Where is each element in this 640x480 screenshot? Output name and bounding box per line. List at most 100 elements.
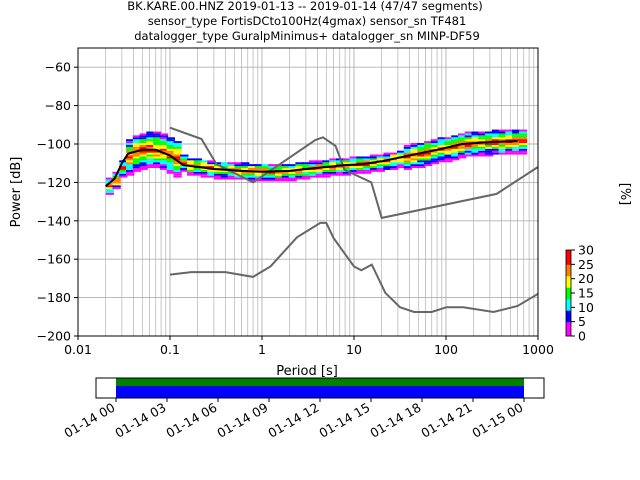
heatmap-cell	[275, 168, 284, 170]
heatmap-cell	[464, 148, 473, 151]
heatmap-cell	[200, 171, 209, 174]
heatmap-cell	[505, 139, 514, 142]
heatmap-cell	[410, 160, 419, 163]
heatmap-cell	[186, 169, 196, 172]
heatmap-cell	[227, 168, 236, 170]
heatmap-cell	[275, 177, 284, 180]
heatmap-cell	[315, 162, 324, 165]
colorbar-segment	[566, 261, 571, 265]
heatmap-cell	[451, 150, 460, 153]
heatmap-cell	[403, 156, 413, 159]
heatmap-cell	[322, 162, 331, 165]
heatmap-cell	[498, 150, 507, 153]
heatmap-cell	[268, 173, 277, 176]
heatmap-cell	[288, 175, 297, 178]
heatmap-cell	[308, 164, 318, 167]
heatmap-cell	[281, 164, 291, 167]
heatmap-cell	[139, 160, 148, 163]
heatmap-cell	[444, 158, 453, 161]
heatmap-cell	[390, 164, 399, 167]
heatmap-cell	[349, 162, 358, 165]
heatmap-cell	[261, 177, 270, 180]
heatmap-cell	[329, 171, 338, 174]
heatmap-cell	[444, 139, 453, 142]
heatmap-cell	[444, 154, 453, 157]
heatmap-cell	[485, 135, 494, 138]
heatmap-cell	[173, 156, 182, 159]
heatmap-cell	[166, 158, 175, 161]
heatmap-cell	[512, 133, 521, 136]
heatmap-cell	[247, 168, 257, 170]
colorbar-segment	[566, 295, 571, 300]
heatmap-cell	[491, 144, 501, 147]
heatmap-cell	[430, 144, 440, 147]
heatmap-cell	[241, 171, 250, 174]
heatmap-cell	[153, 160, 162, 163]
heatmap-cell	[173, 141, 182, 144]
heatmap-cell	[498, 137, 507, 140]
heatmap-cell	[417, 158, 426, 161]
colorbar-segment	[566, 281, 571, 285]
heatmap-cell	[254, 168, 263, 170]
heatmap-cell	[173, 146, 182, 149]
heatmap-cell	[363, 160, 372, 163]
heatmap-cell	[132, 154, 142, 157]
heatmap-cell	[424, 152, 433, 155]
heatmap-cell	[498, 146, 507, 149]
y-tick-label: −100	[37, 137, 71, 152]
heatmap-cell	[369, 169, 379, 172]
heatmap-cell	[234, 177, 243, 180]
heatmap-cell	[302, 175, 311, 178]
heatmap-cell	[105, 177, 114, 180]
heatmap-cell	[505, 146, 514, 149]
heatmap-cell	[132, 152, 142, 155]
heatmap-cell	[342, 158, 352, 161]
heatmap-cell	[302, 166, 311, 168]
heatmap-cell	[173, 148, 182, 151]
heatmap-cell	[281, 175, 291, 178]
heatmap-cell	[336, 162, 345, 165]
heatmap-cell	[505, 131, 514, 134]
coverage-tick-label: 01-14 18	[367, 400, 423, 441]
heatmap-cell	[261, 166, 270, 168]
heatmap-cell	[302, 177, 311, 180]
heatmap-cell	[220, 173, 230, 176]
heatmap-cell	[153, 156, 162, 159]
heatmap-cell	[261, 179, 270, 182]
heatmap-cell	[464, 154, 473, 157]
heatmap-cell	[505, 150, 514, 153]
heatmap-cell	[485, 133, 494, 136]
heatmap-cell	[159, 150, 169, 153]
heatmap-cell	[491, 133, 501, 136]
heatmap-cell	[193, 169, 203, 172]
heatmap-cell	[146, 166, 155, 168]
heatmap-cell	[112, 181, 121, 184]
heatmap-cell	[139, 146, 148, 149]
heatmap-cell	[322, 160, 331, 163]
heatmap-cell	[336, 166, 345, 168]
heatmap-cell	[512, 144, 521, 147]
heatmap-cell	[457, 144, 467, 147]
heatmap-cell	[146, 146, 155, 149]
heatmap-cell	[485, 148, 494, 151]
heatmap-cell	[457, 139, 467, 142]
heatmap-cell	[471, 144, 480, 147]
heatmap-cell	[444, 152, 453, 155]
heatmap-cell	[200, 169, 209, 172]
heatmap-cell	[505, 129, 514, 132]
heatmap-cell	[424, 156, 433, 159]
heatmap-cell	[173, 168, 182, 170]
plot-frame	[77, 47, 539, 337]
heatmap-cell	[518, 150, 528, 153]
y-tick-label: −160	[37, 252, 71, 267]
heatmap-cell	[288, 179, 297, 182]
heatmap-cell	[383, 160, 392, 163]
heatmap-cell	[491, 152, 501, 155]
heatmap-cell	[410, 156, 419, 159]
heatmap-cell	[329, 168, 338, 170]
heatmap-cell	[173, 175, 182, 178]
heatmap-cell	[112, 183, 121, 186]
heatmap-cell	[214, 169, 223, 172]
heatmap-cell	[430, 158, 440, 161]
